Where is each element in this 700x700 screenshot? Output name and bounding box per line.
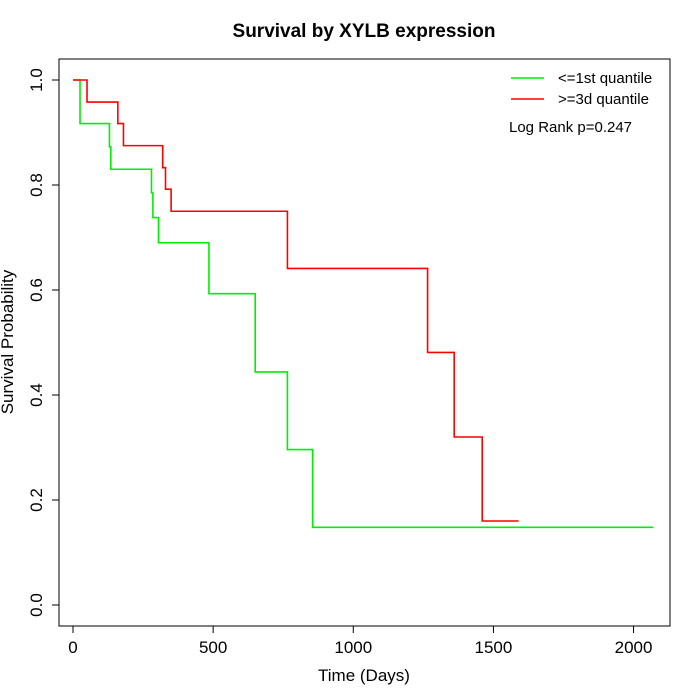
log-rank-annotation: Log Rank p=0.247 xyxy=(509,119,632,136)
y-tick-label: 0.0 xyxy=(27,593,46,617)
x-tick-label: 1500 xyxy=(475,638,513,657)
legend: <=1st quantile >=3d quantile xyxy=(511,70,652,108)
x-tick-label: 0 xyxy=(68,638,77,657)
series-line-1 xyxy=(73,79,519,522)
x-axis: 0 500 1000 1500 2000 xyxy=(68,625,653,657)
series-group xyxy=(73,79,654,529)
chart-title: Survival by XYLB expression xyxy=(233,21,496,42)
y-tick-label: 0.6 xyxy=(27,278,46,302)
y-tick-label: 0.4 xyxy=(27,383,46,407)
plot-frame xyxy=(58,58,671,627)
y-axis-label: Survival Probability xyxy=(0,269,17,414)
legend-label-1: >=3d quantile xyxy=(558,91,649,108)
y-tick-label: 0.2 xyxy=(27,488,46,512)
legend-label-0: <=1st quantile xyxy=(558,70,652,87)
series-line-0 xyxy=(73,79,654,529)
x-tick-label: 2000 xyxy=(615,638,653,657)
x-tick-label: 1000 xyxy=(334,638,372,657)
x-axis-label: Time (Days) xyxy=(318,666,410,685)
x-tick-label: 500 xyxy=(199,638,227,657)
y-axis: 0.0 0.2 0.4 0.6 0.8 1.0 xyxy=(27,68,60,617)
y-tick-label: 1.0 xyxy=(27,68,46,92)
y-tick-label: 0.8 xyxy=(27,173,46,197)
